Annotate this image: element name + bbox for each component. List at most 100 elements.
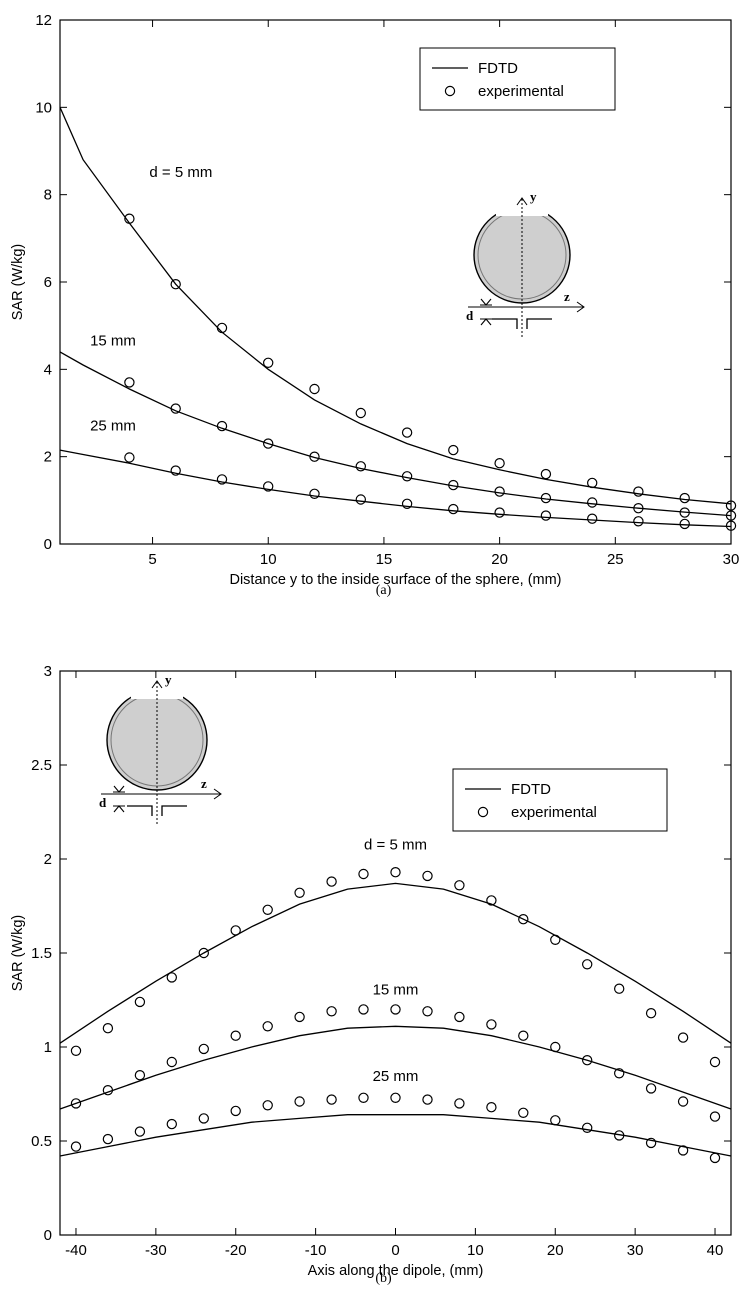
series-point-experimental xyxy=(582,959,593,970)
series-point-experimental xyxy=(198,947,209,959)
legend-box xyxy=(419,47,616,111)
series-point-experimental xyxy=(679,492,690,504)
y-tick-label: 6 xyxy=(44,274,52,291)
series-point-experimental xyxy=(230,925,241,936)
series-point-experimental xyxy=(262,1021,273,1032)
series-point-experimental xyxy=(550,1115,561,1126)
series-point-experimental xyxy=(358,1092,369,1104)
y-axis-label: SAR (W/kg) xyxy=(10,244,26,321)
series-point-experimental xyxy=(401,471,413,482)
y-tick-label: 1 xyxy=(44,1039,52,1056)
series-point-experimental xyxy=(645,1083,657,1094)
series-line-fdtd xyxy=(59,882,732,1044)
series-point-experimental xyxy=(709,1056,721,1068)
dipole-right-arm xyxy=(526,318,552,329)
series-point-experimental xyxy=(679,518,690,530)
curve-label: 25 mm xyxy=(373,1068,419,1085)
series-point-experimental xyxy=(309,451,320,462)
x-tick-label: 30 xyxy=(723,551,740,568)
inset-y-label: y xyxy=(530,189,537,204)
series-point-experimental xyxy=(170,403,181,414)
series-point-experimental xyxy=(518,1107,529,1119)
series-point-experimental xyxy=(454,1011,465,1023)
x-tick-label: -20 xyxy=(225,1242,247,1259)
series-point-experimental xyxy=(326,1094,337,1105)
series-line-fdtd xyxy=(59,1114,732,1157)
curve-label: d = 5 mm xyxy=(149,164,212,181)
series-point-experimental xyxy=(486,1101,497,1113)
y-tick-label: 8 xyxy=(44,187,52,204)
legend-entry-experimental: experimental xyxy=(511,804,597,821)
legend-entry-fdtd: FDTD xyxy=(511,781,551,798)
series-point-experimental xyxy=(422,1006,433,1017)
series-point-experimental xyxy=(725,510,737,521)
y-tick-label: 2 xyxy=(44,449,52,466)
series-point-experimental xyxy=(134,1069,146,1081)
legend-entry-fdtd: FDTD xyxy=(478,60,518,77)
series-point-experimental xyxy=(633,516,644,527)
dipole-right-arm xyxy=(161,805,187,816)
series-point-experimental xyxy=(390,1092,401,1104)
series-point-experimental xyxy=(326,876,337,887)
x-tick-label: 40 xyxy=(707,1242,724,1259)
series-point-experimental xyxy=(550,1041,561,1053)
series-point-experimental xyxy=(633,486,644,497)
series-point-experimental xyxy=(677,1032,689,1043)
series-point-experimental xyxy=(262,904,273,916)
series-point-experimental xyxy=(263,357,274,368)
series-point-experimental xyxy=(494,458,505,469)
series-point-experimental xyxy=(263,481,274,492)
series-point-experimental xyxy=(679,507,690,518)
series-point-experimental xyxy=(230,1030,241,1041)
series-point-experimental xyxy=(294,1011,305,1023)
series-line-fdtd xyxy=(59,1025,732,1110)
series-point-experimental xyxy=(709,1111,721,1122)
series-line-fdtd xyxy=(59,351,732,517)
series-point-experimental xyxy=(102,1022,114,1034)
series-point-experimental xyxy=(134,1126,146,1137)
x-tick-label: 0 xyxy=(391,1242,399,1259)
series-point-experimental xyxy=(355,494,366,505)
series-point-experimental xyxy=(582,1122,593,1134)
series-point-experimental xyxy=(633,503,644,514)
series-point-experimental xyxy=(70,1098,82,1109)
series-point-experimental xyxy=(102,1084,114,1096)
y-tick-label: 1.5 xyxy=(31,945,52,962)
x-tick-label: -10 xyxy=(305,1242,327,1259)
series-point-experimental xyxy=(587,513,598,524)
y-tick-label: 0 xyxy=(44,536,52,553)
arrow-icon xyxy=(151,680,163,689)
series-point-experimental xyxy=(102,1133,114,1145)
series-point-experimental xyxy=(309,488,320,499)
series-point-experimental xyxy=(70,1045,82,1057)
series-point-experimental xyxy=(390,867,401,878)
x-axis-label: Axis along the dipole, (mm) xyxy=(308,1263,484,1279)
series-point-experimental xyxy=(134,996,146,1008)
series-point-experimental xyxy=(540,510,552,521)
sphere-opening xyxy=(131,687,183,699)
x-axis-label: Distance y to the inside surface of the … xyxy=(229,572,561,588)
series-point-experimental xyxy=(614,983,625,994)
legend: FDTD experimental xyxy=(452,768,668,832)
series-point-experimental xyxy=(198,1113,209,1124)
arrow-icon xyxy=(576,301,585,313)
legend-marker-swatch xyxy=(477,806,489,818)
series-point-experimental xyxy=(550,934,561,946)
chart-panel-b: -40 -30 -20 -10 0 10 20 30 40 0 0.5 1 1.5 2 2.5 3 Axis a… xyxy=(10,663,732,1286)
series-point-experimental xyxy=(582,1054,593,1066)
figure-caption: (a) xyxy=(376,583,392,598)
series-point-experimental xyxy=(166,972,177,983)
chart-panel-a: 5 10 15 20 25 30 0 2 4 6 8 10 12 Distance y to the in… xyxy=(10,12,739,598)
series-point-experimental xyxy=(294,887,305,899)
series-point-experimental xyxy=(518,914,529,925)
series-point-experimental xyxy=(725,500,737,511)
gap-marker-icon xyxy=(113,785,125,813)
y-tick-label: 3 xyxy=(44,663,52,680)
series-point-experimental xyxy=(518,1030,529,1041)
legend: FDTD experimental xyxy=(419,47,616,111)
series-point-experimental xyxy=(124,452,135,463)
series-point-experimental xyxy=(422,870,433,882)
series-point-experimental xyxy=(309,383,320,395)
series-point-experimental xyxy=(355,461,366,472)
